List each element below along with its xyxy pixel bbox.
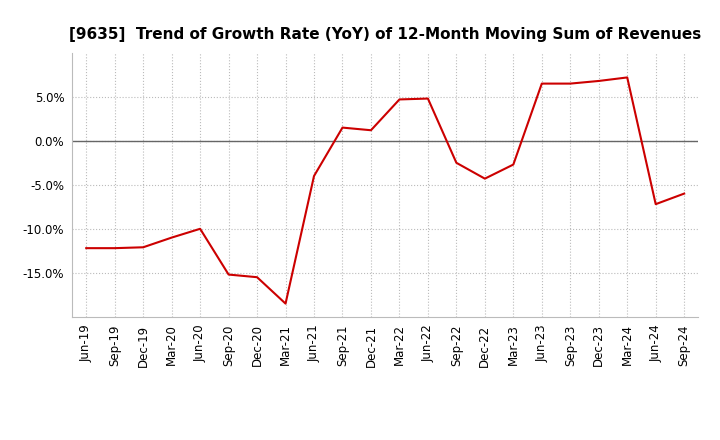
Title: [9635]  Trend of Growth Rate (YoY) of 12-Month Moving Sum of Revenues: [9635] Trend of Growth Rate (YoY) of 12-… bbox=[69, 27, 701, 42]
